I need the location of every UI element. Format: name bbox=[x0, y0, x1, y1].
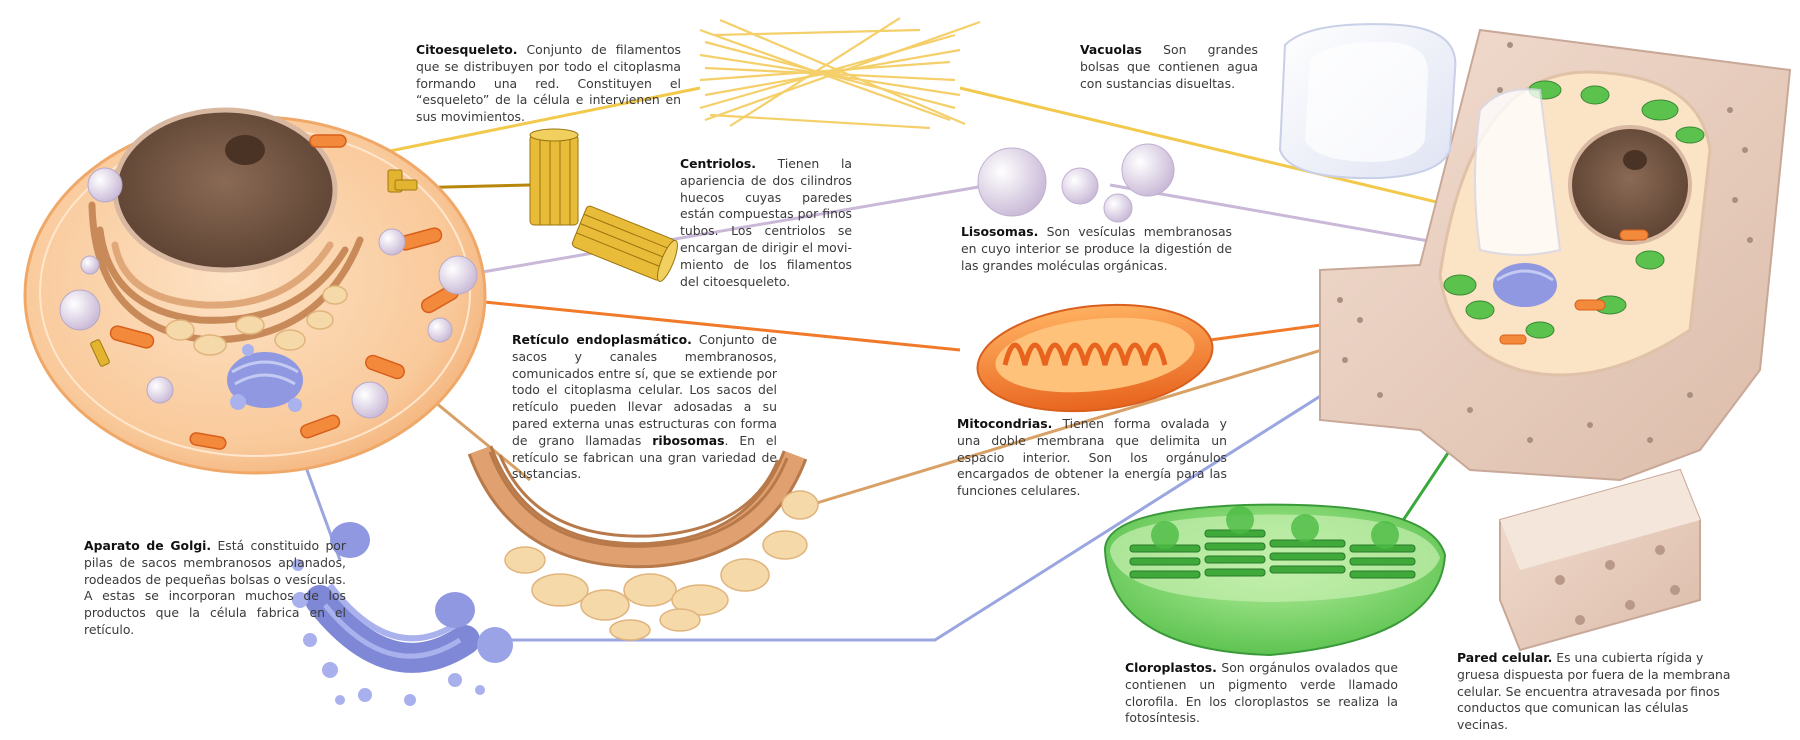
cytoskeleton-icon bbox=[699, 17, 981, 130]
label-mitocondrias-text: Tienen forma ovalada y una doble membran… bbox=[957, 416, 1227, 499]
animal-centriole-icon bbox=[90, 169, 418, 367]
animal-golgi-icon bbox=[227, 344, 303, 412]
label-vacuolas: Vacuolas Son grandes bolsas que contiene… bbox=[1080, 42, 1258, 92]
plant-cell bbox=[1319, 28, 1792, 482]
mitochondrion-icon bbox=[976, 303, 1214, 413]
label-centriolos: Centriolos. Tienen la aparien­cia de dos… bbox=[680, 156, 852, 290]
label-golgi: Aparato de Golgi. Está constituido por p… bbox=[84, 538, 346, 639]
label-citoesqueleto: Citoesqueleto. Conjunto de filamentos qu… bbox=[416, 42, 681, 126]
label-reticulo-title: Retículo endoplasmático. bbox=[512, 332, 692, 347]
label-citoesqueleto-title: Citoesqueleto. bbox=[416, 42, 518, 57]
label-cloroplastos: Cloroplastos. Son orgánulos ovalados que… bbox=[1125, 660, 1398, 727]
label-centriolos-title: Centriolos. bbox=[680, 156, 756, 171]
label-vacuolas-text: Son grandes bolsas que contienen agua co… bbox=[1080, 42, 1258, 91]
lysosomes-icon bbox=[977, 143, 1175, 223]
label-lisosomas: Lisosomas. Son vesículas membranosas en … bbox=[961, 224, 1232, 274]
label-centriolos-text: Tienen la aparien­cia de dos cilindros h… bbox=[680, 156, 852, 289]
label-pared: Pared celular. Es una cubierta rígida y … bbox=[1457, 650, 1732, 734]
lisosoma-connector bbox=[464, 183, 991, 277]
citoesqueleto-connector-right bbox=[959, 86, 1471, 212]
label-golgi-title: Aparato de Golgi. bbox=[84, 538, 212, 553]
centrioles-icon bbox=[529, 128, 678, 282]
label-mitocondrias: Mitocondrias. Tienen forma ovalada y una… bbox=[957, 416, 1227, 500]
label-reticulo-text1: Conjunto de sacos y canales membranosos,… bbox=[512, 332, 777, 448]
animal-cell bbox=[23, 107, 487, 475]
label-reticulo-text2: . En el retículo se fabrican una gran va… bbox=[512, 432, 777, 482]
label-mitocondrias-title: Mitocondrias. bbox=[957, 416, 1053, 431]
label-lisosomas-text: Son vesículas membranosas en cuyo interi… bbox=[961, 224, 1232, 273]
mitocondria-connector bbox=[444, 296, 961, 352]
golgi-connector-right bbox=[510, 293, 1481, 642]
citoesqueleto-connector bbox=[384, 86, 701, 154]
label-reticulo-ribosomas: ribosomas bbox=[652, 432, 725, 448]
golgi-apparatus-icon bbox=[292, 522, 513, 706]
chloroplast-icon bbox=[1103, 503, 1447, 657]
vacuole-icon bbox=[1278, 23, 1457, 180]
label-reticulo: Retículo endoplasmático. Conjunto de sac… bbox=[512, 332, 777, 483]
label-cloroplastos-text: Son orgánulos ovalados que contienen un … bbox=[1125, 660, 1398, 726]
animal-nucleus-icon bbox=[112, 107, 338, 273]
endoplasmic-reticulum-icon bbox=[467, 445, 819, 641]
label-citoesqueleto-text: Conjunto de filamentos que se distribuye… bbox=[416, 42, 681, 125]
label-pared-title: Pared celular. bbox=[1457, 650, 1553, 665]
label-cloroplastos-title: Cloroplastos. bbox=[1125, 660, 1217, 675]
label-golgi-text: Está constituido por pilas de sacos memb… bbox=[84, 538, 346, 637]
lisosoma-connector-right bbox=[1109, 183, 1481, 252]
label-vacuolas-title: Vacuolas bbox=[1080, 42, 1142, 57]
label-pared-text: Es una cubierta rígida y gruesa dispuest… bbox=[1457, 650, 1731, 733]
cell-wall-icon bbox=[1499, 468, 1701, 652]
label-lisosomas-title: Lisosomas. bbox=[961, 224, 1039, 239]
